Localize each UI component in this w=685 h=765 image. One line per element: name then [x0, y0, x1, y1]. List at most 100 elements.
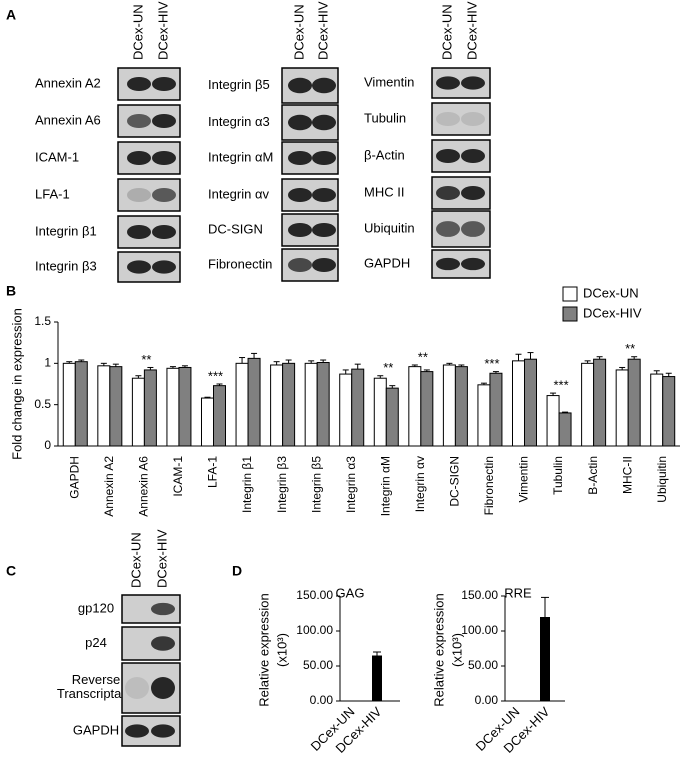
- x-tick-label: Integrin αv: [413, 456, 427, 512]
- bar: [581, 362, 595, 447]
- panel-label: D: [232, 563, 242, 579]
- legend-swatch: [562, 286, 578, 302]
- significance-label: **: [418, 349, 428, 364]
- blot-row-label-line: Transcriptase: [57, 686, 135, 701]
- significance-label: **: [141, 352, 151, 367]
- blot-row-label: Tubulin: [364, 110, 406, 125]
- bar: [627, 358, 641, 447]
- blot-row-label: Vimentin: [364, 74, 414, 89]
- bar: [97, 365, 111, 447]
- bar: [558, 412, 572, 447]
- blot-band: [288, 114, 312, 131]
- y-tick-label: 150.00: [461, 588, 498, 602]
- blot-row-label: Integrin αv: [208, 186, 269, 201]
- bar: [213, 385, 226, 447]
- blot-row-label: LFA-1: [35, 186, 70, 201]
- legend-label: DCex-HIV: [583, 305, 642, 320]
- blot-band: [436, 257, 460, 271]
- blot-band: [461, 185, 485, 201]
- bar: [420, 371, 434, 447]
- blot-band: [312, 114, 336, 131]
- bar: [62, 362, 76, 447]
- y-axis-label: Relative expression: [431, 593, 446, 706]
- panel-label: A: [6, 7, 16, 23]
- panel-label: C: [6, 563, 16, 579]
- bar: [385, 387, 399, 447]
- y-axis-label: (x10³): [449, 633, 464, 667]
- blot-band: [152, 76, 176, 92]
- lane-label: DCex-HIV: [155, 1, 170, 60]
- blot-band: [151, 602, 175, 616]
- blot-band: [461, 76, 485, 90]
- bar: [540, 617, 550, 701]
- bar: [615, 369, 629, 447]
- blot-band: [152, 113, 176, 129]
- blot-band: [152, 224, 176, 240]
- bar: [109, 366, 123, 447]
- blot-band: [125, 677, 149, 699]
- y-tick-label: 1.5: [34, 314, 51, 328]
- blot-band: [312, 77, 336, 94]
- x-tick-label: Integrin αM: [378, 456, 392, 516]
- blot-band: [151, 677, 175, 699]
- y-tick-label: 50.00: [468, 658, 498, 672]
- lane-label: DCex-UN: [291, 4, 306, 60]
- blot-band: [152, 150, 176, 166]
- significance-label: ***: [208, 368, 223, 383]
- x-tick-label: Fibronectin: [482, 456, 496, 515]
- x-tick-label: Vimentin: [517, 456, 531, 502]
- blot-band: [288, 222, 312, 238]
- blot-row-label: Ubiquitin: [364, 220, 415, 235]
- y-axis-label: Fold change in expression: [9, 308, 24, 460]
- lane-label: DCex-UN: [128, 532, 143, 588]
- blot-band: [312, 187, 336, 203]
- chart-title: RRE: [504, 585, 532, 600]
- bar: [131, 377, 145, 447]
- bar: [304, 362, 318, 447]
- blot-band: [127, 260, 151, 274]
- bar: [201, 397, 214, 447]
- blot-band: [288, 257, 312, 273]
- x-tick-label: Annexin A2: [102, 456, 116, 517]
- blot-band: [151, 636, 175, 651]
- x-tick-label: Integrin β3: [275, 456, 289, 513]
- bar: [524, 358, 537, 447]
- x-tick-label: GAPDH: [67, 456, 81, 499]
- blot-row-label-line: Reverse: [72, 672, 120, 687]
- blot-row-label: GAPDH: [73, 722, 119, 737]
- y-axis-label: Relative expression: [256, 593, 271, 706]
- y-tick-label: 0.00: [310, 693, 334, 707]
- blot-band: [436, 111, 460, 127]
- x-tick-label: Integrin β1: [240, 456, 254, 513]
- bar: [489, 372, 503, 447]
- x-tick-label: Integrin β5: [309, 456, 323, 513]
- blot-row-label: Integrin β1: [35, 223, 97, 238]
- blot-row-label: p24: [85, 635, 107, 650]
- blot-row-label: Annexin A6: [35, 112, 101, 127]
- blot-band: [288, 187, 312, 203]
- x-tick-label: LFA-1: [206, 456, 220, 488]
- blot-row-label: DC-SIGN: [208, 221, 263, 236]
- blot-row-label: ICAM-1: [35, 149, 79, 164]
- blot-box: [431, 102, 491, 136]
- bar: [662, 376, 676, 447]
- bar: [316, 362, 330, 447]
- blot-band: [288, 150, 312, 166]
- y-axis-label: (x10³): [274, 633, 289, 667]
- y-tick-label: 100.00: [296, 623, 333, 637]
- bar: [339, 373, 353, 447]
- blot-row-label: Reverse Transcriptase: [57, 672, 135, 701]
- blot-band: [312, 222, 336, 238]
- blot-row-label: Integrin β5: [208, 77, 270, 92]
- blot-band: [461, 221, 485, 237]
- blot-band: [436, 76, 460, 90]
- bar: [442, 364, 456, 447]
- lane-label: DCex-HIV: [315, 1, 330, 60]
- blot-band: [127, 187, 151, 203]
- blot-band: [127, 150, 151, 166]
- lane-label: DCex-UN: [439, 4, 454, 60]
- y-tick-label: 0: [44, 438, 51, 452]
- blot-row-label: β-Actin: [364, 147, 405, 162]
